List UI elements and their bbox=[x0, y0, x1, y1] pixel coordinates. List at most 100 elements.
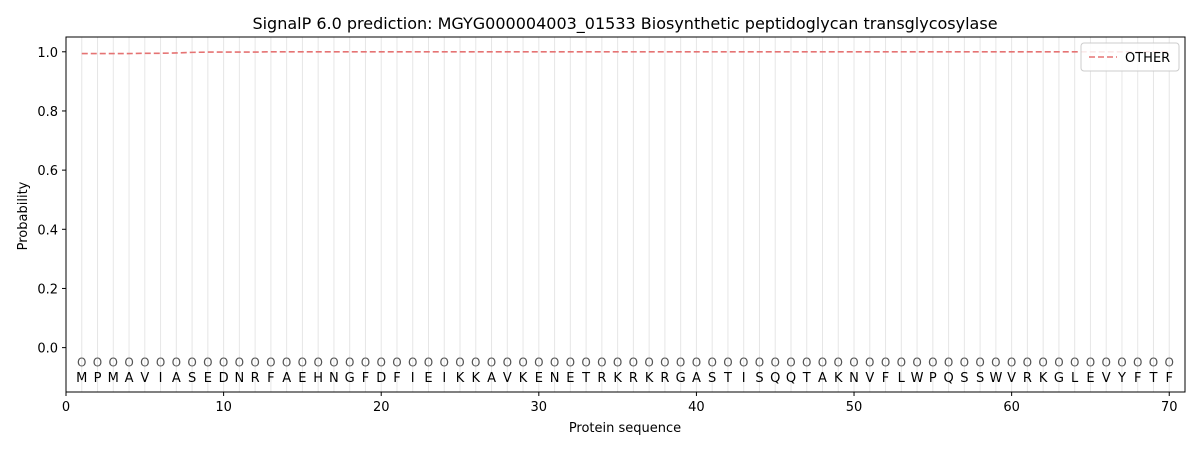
x-tick-label: 10 bbox=[215, 400, 232, 415]
residue-letter: S bbox=[188, 371, 196, 386]
residue-letter: V bbox=[865, 371, 874, 386]
residue-letter: E bbox=[204, 371, 212, 386]
legend-entry: OTHER bbox=[1125, 51, 1170, 66]
state-label: O bbox=[77, 355, 86, 369]
plot-frame bbox=[65, 36, 1186, 393]
y-tick-label: 1.0 bbox=[37, 46, 58, 61]
state-label: O bbox=[298, 355, 307, 369]
state-label: O bbox=[644, 355, 653, 369]
state-label: O bbox=[282, 355, 291, 369]
state-label: O bbox=[187, 355, 196, 369]
state-label: O bbox=[1149, 355, 1158, 369]
state-label: O bbox=[991, 355, 1000, 369]
y-axis-label: Probability bbox=[16, 181, 31, 250]
state-label: O bbox=[1070, 355, 1079, 369]
state-label: O bbox=[897, 355, 906, 369]
state-label: O bbox=[581, 355, 590, 369]
residue-letter: V bbox=[1007, 371, 1016, 386]
state-label: O bbox=[219, 355, 228, 369]
state-label: O bbox=[692, 355, 701, 369]
state-label: O bbox=[140, 355, 149, 369]
residue-letter: F bbox=[393, 371, 400, 386]
state-label: O bbox=[1086, 355, 1095, 369]
residue-letter: F bbox=[1134, 371, 1141, 386]
residue-letter: P bbox=[94, 371, 102, 386]
residue-letter: Q bbox=[770, 371, 780, 386]
residue-letter: R bbox=[1023, 371, 1032, 386]
x-tick-label: 60 bbox=[1003, 400, 1020, 415]
state-label: O bbox=[345, 355, 354, 369]
state-label: O bbox=[944, 355, 953, 369]
residue-letter: Q bbox=[786, 371, 796, 386]
residue-letter: D bbox=[219, 371, 229, 386]
state-label: O bbox=[960, 355, 969, 369]
y-tick-label: 0.6 bbox=[37, 164, 58, 179]
state-label: O bbox=[156, 355, 165, 369]
state-label: O bbox=[1038, 355, 1047, 369]
residue-letter: E bbox=[566, 371, 574, 386]
state-label: O bbox=[361, 355, 370, 369]
residue-letter: Y bbox=[1117, 371, 1126, 386]
residue-letter: H bbox=[313, 371, 323, 386]
residue-letter: N bbox=[550, 371, 560, 386]
state-label: O bbox=[235, 355, 244, 369]
residue-letter: K bbox=[1039, 371, 1048, 386]
state-label: O bbox=[865, 355, 874, 369]
residue-letter: L bbox=[898, 371, 906, 386]
state-label: O bbox=[802, 355, 811, 369]
state-label: O bbox=[912, 355, 921, 369]
series-line-other bbox=[81, 50, 1170, 55]
chart-title: SignalP 6.0 prediction: MGYG000004003_01… bbox=[252, 14, 997, 34]
state-label: O bbox=[676, 355, 685, 369]
state-label: O bbox=[928, 355, 937, 369]
state-label: O bbox=[1117, 355, 1126, 369]
residue-letter: F bbox=[362, 371, 369, 386]
state-label: O bbox=[566, 355, 575, 369]
residue-letter: M bbox=[76, 371, 87, 386]
residue-letter: T bbox=[1149, 371, 1158, 386]
state-label: O bbox=[1101, 355, 1110, 369]
residue-letter: G bbox=[345, 371, 355, 386]
residue-layer: OMOPOMOAOVOIOAOSOEODONOROFOAOEOHONOGOFOD… bbox=[76, 355, 1174, 386]
residue-letter: I bbox=[442, 371, 446, 386]
residue-letter: A bbox=[818, 371, 827, 386]
residue-letter: V bbox=[1102, 371, 1111, 386]
state-label: O bbox=[550, 355, 559, 369]
state-label: O bbox=[1023, 355, 1032, 369]
y-tick-label: 0.4 bbox=[37, 223, 58, 238]
residue-letter: W bbox=[989, 371, 1002, 386]
state-label: O bbox=[739, 355, 748, 369]
x-tick-label: 50 bbox=[846, 400, 863, 415]
state-label: O bbox=[613, 355, 622, 369]
residue-letter: S bbox=[960, 371, 968, 386]
state-label: O bbox=[250, 355, 259, 369]
state-label: O bbox=[1054, 355, 1063, 369]
residue-letter: F bbox=[882, 371, 889, 386]
residue-letter: A bbox=[172, 371, 181, 386]
state-label: O bbox=[313, 355, 322, 369]
residue-letter: T bbox=[802, 371, 811, 386]
state-label: O bbox=[755, 355, 764, 369]
residue-letter: G bbox=[676, 371, 686, 386]
state-label: O bbox=[424, 355, 433, 369]
legend-box bbox=[1080, 42, 1180, 72]
state-label: O bbox=[1165, 355, 1174, 369]
state-label: O bbox=[172, 355, 181, 369]
residue-letter: D bbox=[376, 371, 386, 386]
state-label: O bbox=[503, 355, 512, 369]
residue-letter: R bbox=[251, 371, 260, 386]
residue-letter: R bbox=[660, 371, 669, 386]
state-label: O bbox=[109, 355, 118, 369]
residue-letter: E bbox=[424, 371, 432, 386]
residue-letter: K bbox=[645, 371, 654, 386]
residue-letter: P bbox=[929, 371, 937, 386]
state-label: O bbox=[266, 355, 275, 369]
state-label: O bbox=[1007, 355, 1016, 369]
residue-letter: K bbox=[456, 371, 465, 386]
state-label: O bbox=[93, 355, 102, 369]
state-label: O bbox=[440, 355, 449, 369]
state-label: O bbox=[392, 355, 401, 369]
residue-letter: V bbox=[140, 371, 149, 386]
x-tick-label: 30 bbox=[531, 400, 548, 415]
